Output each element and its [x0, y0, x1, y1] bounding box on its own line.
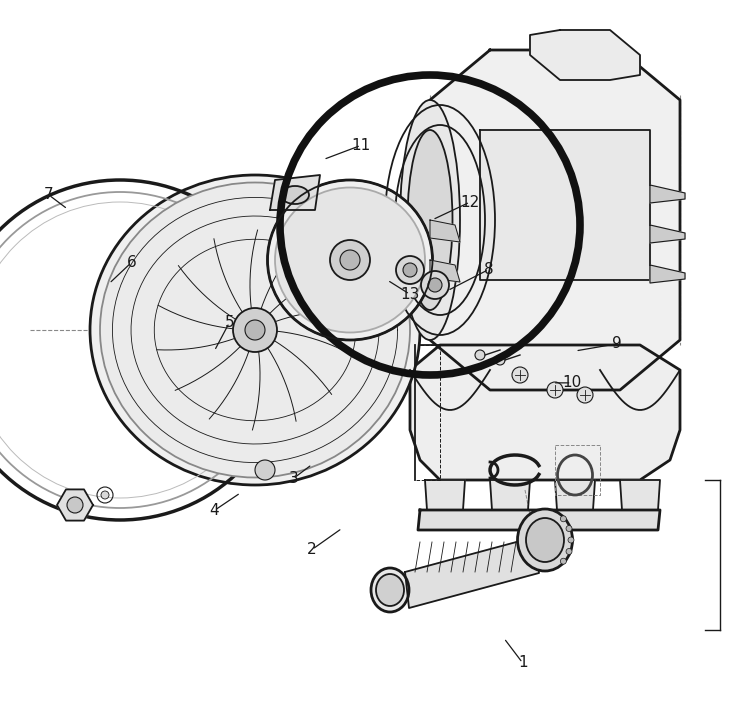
Circle shape	[101, 491, 109, 499]
Polygon shape	[480, 130, 650, 280]
Circle shape	[568, 537, 574, 543]
Circle shape	[233, 308, 277, 352]
Polygon shape	[650, 265, 685, 283]
Text: 4: 4	[210, 503, 219, 518]
Text: 5: 5	[225, 315, 234, 330]
Polygon shape	[430, 260, 460, 282]
Circle shape	[330, 240, 370, 280]
Polygon shape	[57, 489, 93, 520]
Text: 6: 6	[127, 255, 136, 270]
Polygon shape	[430, 220, 460, 242]
Text: 9: 9	[612, 336, 621, 352]
Ellipse shape	[100, 182, 410, 477]
Polygon shape	[430, 50, 680, 390]
Circle shape	[245, 320, 265, 340]
Circle shape	[512, 367, 528, 383]
Circle shape	[495, 355, 505, 365]
Polygon shape	[555, 480, 595, 510]
Polygon shape	[620, 480, 660, 510]
Ellipse shape	[281, 186, 309, 204]
Circle shape	[547, 382, 563, 398]
Ellipse shape	[517, 509, 572, 571]
Circle shape	[560, 515, 566, 522]
Text: 3: 3	[289, 471, 298, 486]
Ellipse shape	[275, 187, 425, 333]
Text: 7: 7	[44, 187, 53, 203]
Circle shape	[577, 387, 593, 403]
Circle shape	[396, 256, 424, 284]
Circle shape	[255, 460, 275, 480]
Ellipse shape	[526, 518, 564, 562]
Polygon shape	[490, 480, 530, 510]
Polygon shape	[410, 345, 680, 480]
Circle shape	[67, 497, 83, 513]
Circle shape	[560, 558, 566, 564]
Ellipse shape	[376, 574, 404, 606]
Circle shape	[421, 271, 449, 299]
Circle shape	[403, 263, 417, 277]
Polygon shape	[270, 175, 320, 210]
Polygon shape	[530, 30, 640, 80]
Circle shape	[428, 278, 442, 292]
Polygon shape	[650, 225, 685, 243]
Polygon shape	[425, 480, 465, 510]
Ellipse shape	[400, 100, 460, 340]
Ellipse shape	[90, 175, 420, 485]
Text: 12: 12	[460, 194, 480, 210]
Text: 8: 8	[484, 262, 493, 277]
Ellipse shape	[268, 180, 432, 340]
Ellipse shape	[408, 130, 453, 310]
Text: 13: 13	[400, 286, 420, 302]
Circle shape	[475, 350, 485, 360]
Polygon shape	[650, 185, 685, 203]
Text: 2: 2	[308, 542, 317, 557]
Text: 11: 11	[351, 138, 371, 153]
Circle shape	[566, 549, 572, 554]
Ellipse shape	[371, 568, 409, 612]
Circle shape	[566, 525, 572, 532]
Circle shape	[340, 250, 360, 270]
Text: 10: 10	[562, 375, 581, 391]
Polygon shape	[418, 510, 660, 530]
Polygon shape	[405, 537, 539, 608]
Text: 1: 1	[518, 655, 527, 671]
